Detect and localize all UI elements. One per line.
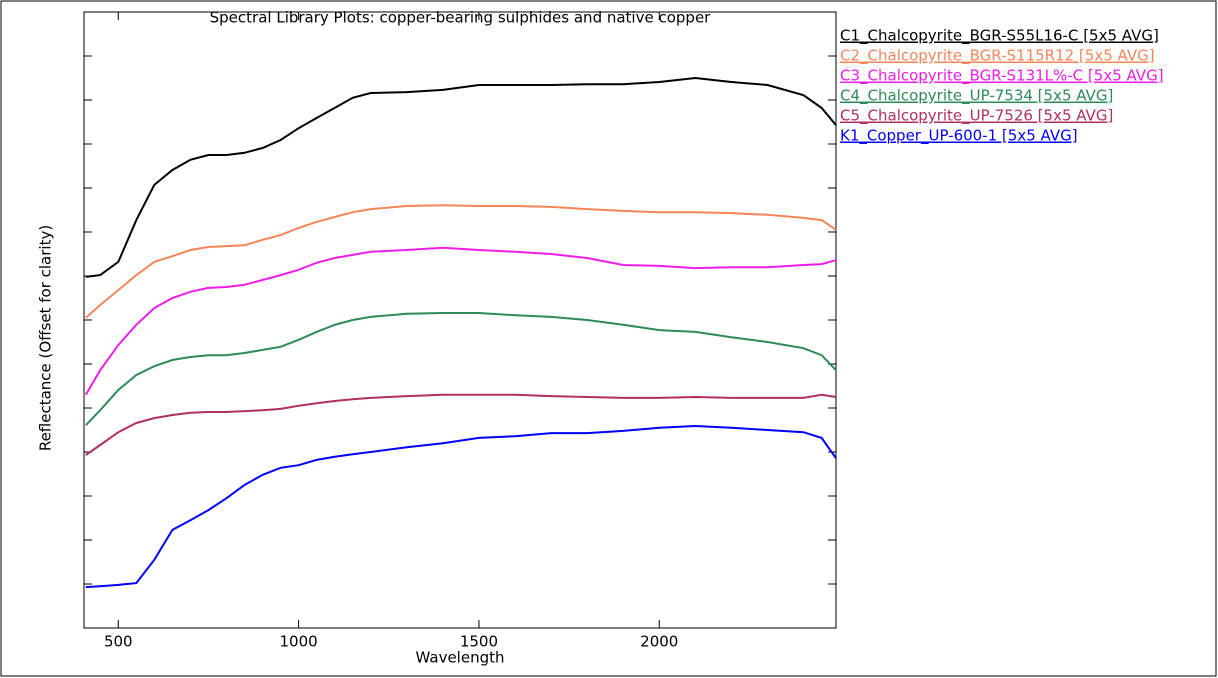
x-tick-label: 2000 xyxy=(640,633,678,651)
series-line xyxy=(85,204,837,319)
series-line xyxy=(84,246,837,396)
y-axis-label: Reflectance (Offset for clarity) xyxy=(37,225,55,451)
legend-entry: C3_Chalcopyrite_BGR-S131L%-C [5x5 AVG] xyxy=(840,67,1164,86)
x-axis-label: Wavelength xyxy=(416,649,505,667)
x-tick-label: 500 xyxy=(104,633,133,651)
series-line xyxy=(85,312,837,426)
legend-entry: C1_Chalcopyrite_BGR-S55L16-C [5x5 AVG] xyxy=(840,27,1159,46)
legend-entry: C5_Chalcopyrite_UP-7526 [5x5 AVG] xyxy=(840,107,1113,126)
legend-entry: K1_Copper_UP-600-1 [5x5 AVG] xyxy=(840,127,1078,146)
legend-entry: C4_Chalcopyrite_UP-7534 [5x5 AVG] xyxy=(840,87,1113,106)
legend-entry: C2_Chalcopyrite_BGR-S115R12 [5x5 AVG] xyxy=(840,47,1155,66)
x-tick-label: 1500 xyxy=(460,633,498,651)
series-line xyxy=(85,424,837,589)
x-tick-label: 1000 xyxy=(280,633,318,651)
chart-title: Spectral Library Plots: copper-bearing s… xyxy=(210,9,712,27)
series-line xyxy=(85,393,837,456)
series-line xyxy=(85,76,837,278)
